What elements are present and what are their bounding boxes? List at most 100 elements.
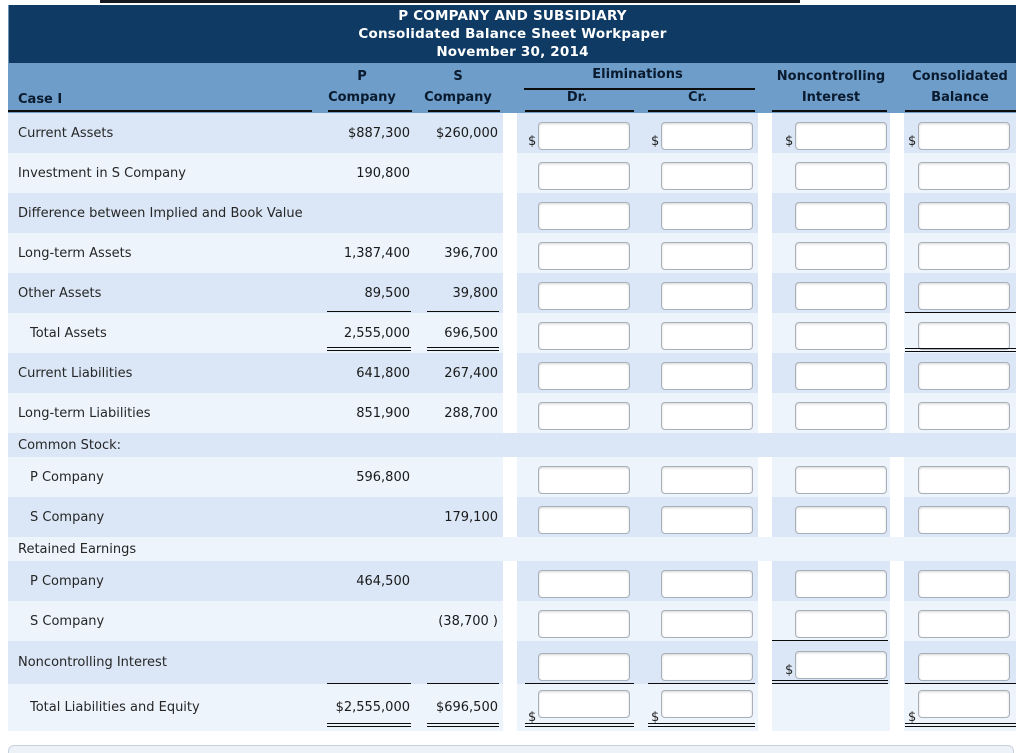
nci-input[interactable]	[795, 402, 887, 430]
row-label: Long-term Assets	[18, 245, 132, 261]
dr-input[interactable]	[538, 242, 630, 270]
table-row: Investment in S Company 190,800 $ $ $ $	[8, 153, 1016, 193]
cr-input[interactable]	[661, 610, 753, 638]
dr-input[interactable]	[538, 610, 630, 638]
consolidated-input[interactable]	[918, 322, 1010, 350]
s-company-value	[413, 457, 503, 497]
row-label: S Company	[30, 509, 105, 525]
dollar-prefix: $	[785, 663, 794, 678]
table-row: Long-term Assets 1,387,400 396,700 $ $ $…	[8, 233, 1016, 273]
cr-input[interactable]	[661, 653, 753, 681]
cr-input[interactable]	[661, 282, 753, 310]
dr-input[interactable]	[538, 466, 630, 494]
cr-input[interactable]	[661, 162, 753, 190]
nci-input[interactable]	[795, 570, 887, 598]
cr-input[interactable]	[661, 402, 753, 430]
double-rule	[427, 347, 499, 351]
next-section-panel	[8, 745, 1014, 753]
s-company-value: 288,700	[444, 405, 498, 421]
table-row: S Company 179,100 $ $ $ $	[8, 497, 1016, 537]
consolidated-input[interactable]	[918, 362, 1010, 390]
empty-nci-cell	[772, 684, 890, 731]
table-row: S Company (38,700 ) $ $ $ $	[8, 601, 1016, 641]
double-rule	[905, 723, 1016, 727]
section-label: Retained Earnings	[18, 541, 137, 557]
nci-input[interactable]	[795, 610, 887, 638]
nci-input[interactable]	[795, 506, 887, 534]
p-company-value: 2,555,000	[311, 313, 413, 353]
consolidated-input[interactable]	[918, 162, 1010, 190]
row-label: Total Liabilities and Equity	[30, 700, 200, 715]
consolidated-input[interactable]	[918, 402, 1010, 430]
total-rule	[648, 683, 755, 684]
cr-input[interactable]	[661, 506, 753, 534]
cr-input[interactable]	[661, 362, 753, 390]
balance-sheet-workpaper: P COMPANY AND SUBSIDIARY Consolidated Ba…	[8, 5, 1016, 731]
cr-input[interactable]	[661, 466, 753, 494]
dr-input[interactable]	[538, 570, 630, 598]
double-rule	[327, 723, 411, 727]
dr-input[interactable]	[538, 162, 630, 190]
p-company-value	[311, 193, 413, 233]
dr-input[interactable]	[538, 282, 630, 310]
cb-underline	[905, 110, 1016, 112]
cr-input[interactable]	[661, 242, 753, 270]
nci-underline	[772, 110, 887, 112]
dr-input[interactable]	[538, 122, 630, 150]
consolidated-balance-header: Consolidated Balance	[912, 69, 1008, 105]
consolidated-input[interactable]	[918, 122, 1010, 150]
dr-input[interactable]	[538, 322, 630, 350]
dr-input[interactable]	[538, 202, 630, 230]
consolidated-input[interactable]	[918, 690, 1010, 718]
nci-input[interactable]	[795, 322, 887, 350]
dr-input[interactable]	[538, 402, 630, 430]
consolidated-input[interactable]	[918, 610, 1010, 638]
section-row: Common Stock:	[8, 433, 1016, 457]
title-band: P COMPANY AND SUBSIDIARY Consolidated Ba…	[8, 5, 1016, 63]
consolidated-input[interactable]	[918, 653, 1010, 681]
s-company-value: 267,400	[444, 365, 498, 381]
dr-input[interactable]	[538, 506, 630, 534]
cr-input[interactable]	[661, 202, 753, 230]
dollar-prefix: $	[908, 710, 917, 725]
p-company-value: 596,800	[356, 469, 410, 485]
dr-header: Dr.	[566, 90, 588, 105]
total-rule	[905, 683, 1016, 684]
nci-input[interactable]	[795, 202, 887, 230]
nci-input[interactable]	[795, 466, 887, 494]
consolidated-input[interactable]	[918, 282, 1010, 310]
row-label: Difference between Implied and Book Valu…	[18, 205, 303, 221]
row-label: S Company	[30, 613, 105, 629]
cr-input[interactable]	[661, 322, 753, 350]
double-rule	[525, 723, 634, 727]
nci-input[interactable]	[795, 362, 887, 390]
consolidated-input[interactable]	[918, 202, 1010, 230]
total-rule	[427, 683, 499, 684]
consolidated-input[interactable]	[918, 570, 1010, 598]
consolidated-input[interactable]	[918, 506, 1010, 534]
consolidated-input[interactable]	[918, 242, 1010, 270]
double-rule	[772, 680, 888, 684]
cr-input[interactable]	[661, 570, 753, 598]
row-label: Current Assets	[18, 125, 114, 141]
s-company-value: 696,500	[413, 313, 503, 353]
column-header-row: Case I P Company S Company Eliminations …	[8, 63, 1016, 113]
nci-input[interactable]	[795, 651, 887, 679]
cr-input[interactable]	[661, 690, 753, 718]
nci-input[interactable]	[795, 122, 887, 150]
nci-input[interactable]	[795, 162, 887, 190]
dollar-prefix: $	[651, 710, 660, 725]
cr-input[interactable]	[661, 122, 753, 150]
dr-input[interactable]	[538, 362, 630, 390]
dr-input[interactable]	[538, 690, 630, 718]
section-row: Retained Earnings	[8, 537, 1016, 561]
dr-input[interactable]	[538, 653, 630, 681]
s-company-value: 396,700	[444, 245, 498, 261]
consolidated-input[interactable]	[918, 466, 1010, 494]
total-rule	[525, 683, 634, 684]
p-company-header: P Company	[328, 69, 396, 105]
cr-header: Cr.	[687, 90, 708, 105]
nci-input[interactable]	[795, 242, 887, 270]
nci-input[interactable]	[795, 282, 887, 310]
row-label: Total Assets	[30, 325, 107, 341]
